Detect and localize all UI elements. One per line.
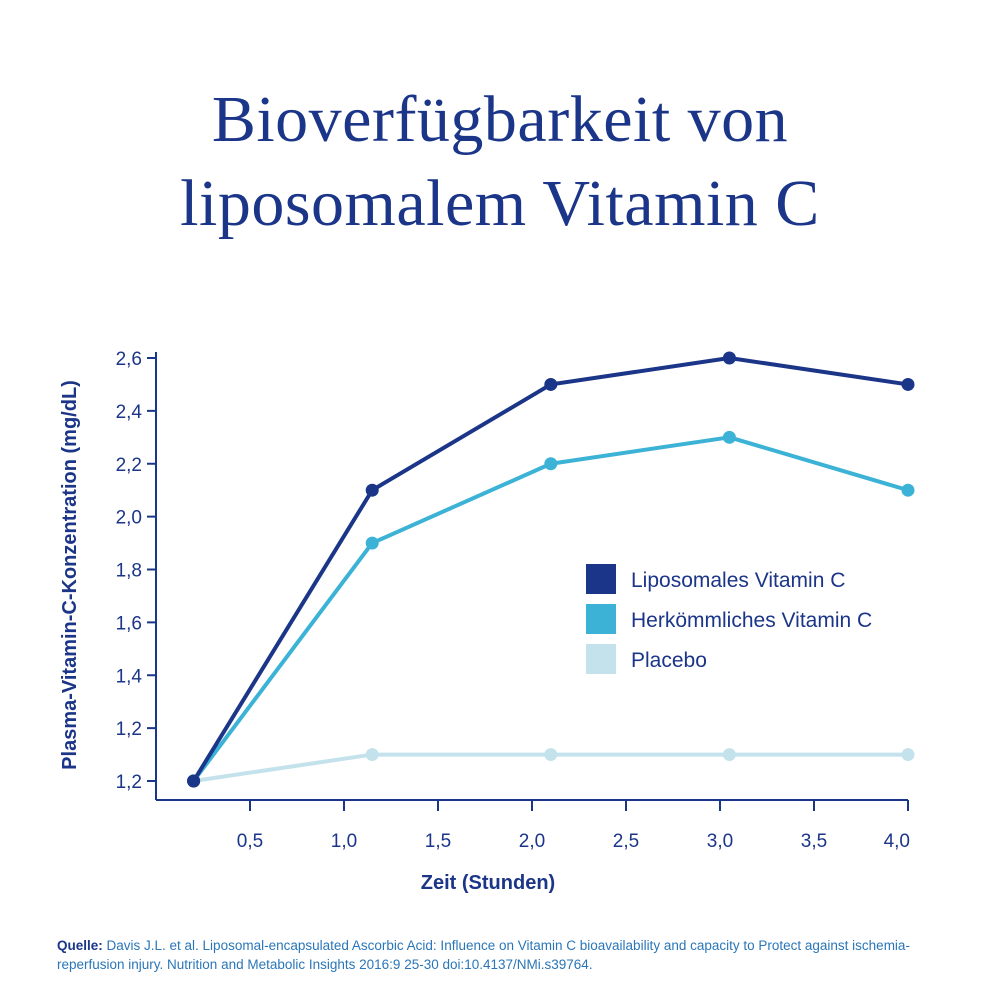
data-point-placebo — [901, 748, 915, 762]
x-tick-label: 3,5 — [801, 831, 827, 852]
x-tick-label: 1,0 — [331, 831, 357, 852]
y-tick-label: 1,2 — [116, 772, 142, 793]
source-text: Davis J.L. et al. Liposomal-encapsulated… — [57, 938, 910, 972]
data-point-liposomales-vitamin-c — [901, 377, 915, 391]
data-point-liposomales-vitamin-c — [544, 377, 558, 391]
x-tick-label: 4,0 — [884, 831, 910, 852]
chart-title: Bioverfügbarkeit von liposomalem Vitamin… — [0, 78, 1000, 246]
x-tick-label: 2,5 — [613, 831, 639, 852]
y-tick-label: 2,6 — [116, 349, 142, 370]
title-line-2: liposomalem Vitamin C — [180, 167, 820, 240]
legend-swatch — [586, 604, 616, 634]
legend: Liposomales Vitamin C Herkömmliches Vitam… — [586, 564, 872, 674]
axes: 1,2 1,2 1,4 1,6 1,8 2,0 2,2 2,4 2,6 0,5 1,0 1,5 2,0 2… — [116, 349, 910, 852]
x-axis-title: Zeit (Stunden) — [421, 872, 555, 894]
y-tick-label: 1,4 — [116, 666, 143, 687]
data-point-placebo — [722, 748, 736, 762]
series-points — [187, 351, 915, 788]
y-tick-label: 1,8 — [116, 561, 142, 582]
legend-swatch — [586, 644, 616, 674]
data-point-liposomales-vitamin-c — [365, 483, 379, 497]
y-tick-label: 2,2 — [116, 455, 142, 476]
legend-swatch — [586, 564, 616, 594]
legend-label: Herkömmliches Vitamin C — [631, 609, 872, 632]
x-tick-label: 0,5 — [237, 831, 263, 852]
legend-label: Placebo — [631, 649, 707, 672]
x-tick-label: 3,0 — [707, 831, 733, 852]
data-point-herk-mmliches-vitamin-c — [365, 536, 379, 550]
x-tick-label: 1,5 — [425, 831, 451, 852]
y-tick-label: 1,6 — [116, 613, 142, 634]
x-tick-label: 2,0 — [519, 831, 545, 852]
title-line-1: Bioverfügbarkeit von — [211, 83, 789, 156]
data-point-herk-mmliches-vitamin-c — [901, 483, 915, 497]
y-axis-title: Plasma-Vitamin-C-Konzentration (mg/dL) — [59, 380, 81, 770]
data-point-start — [187, 774, 201, 788]
source-label: Quelle: — [57, 938, 103, 953]
data-point-placebo — [544, 748, 558, 762]
data-point-placebo — [365, 748, 379, 762]
data-point-herk-mmliches-vitamin-c — [722, 430, 736, 444]
source-citation: Quelle: Davis J.L. et al. Liposomal-enca… — [57, 936, 957, 974]
y-tick-label: 2,4 — [116, 402, 143, 423]
y-tick-label: 2,0 — [116, 508, 142, 529]
legend-label: Liposomales Vitamin C — [631, 569, 845, 592]
data-point-herk-mmliches-vitamin-c — [544, 457, 558, 471]
data-point-liposomales-vitamin-c — [722, 351, 736, 365]
y-tick-label: 1,2 — [116, 719, 142, 740]
